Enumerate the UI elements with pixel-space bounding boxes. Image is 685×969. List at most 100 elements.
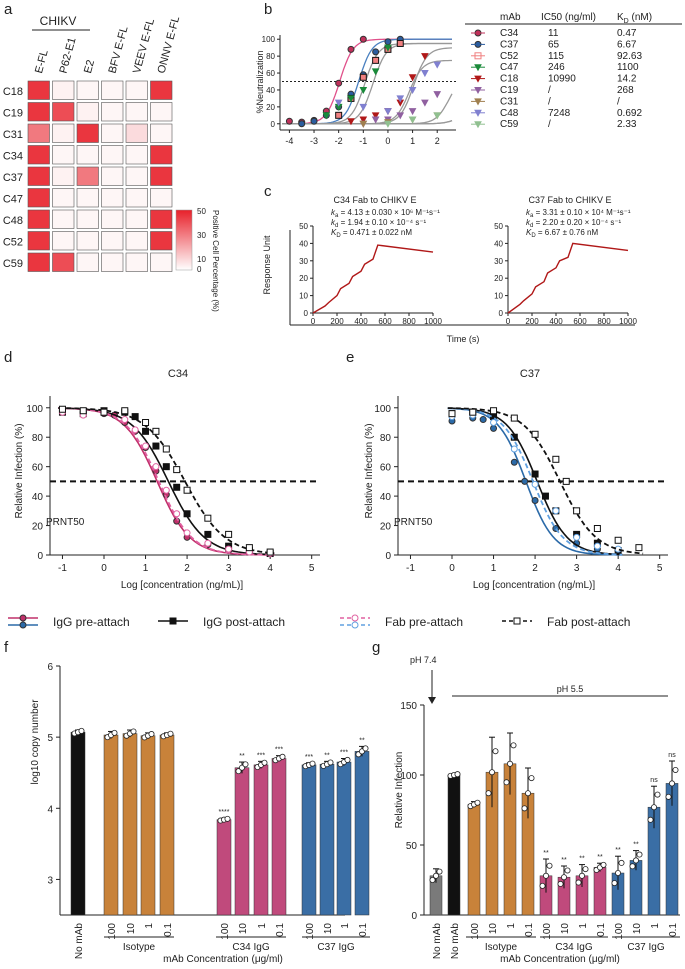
- dose-point: [204, 514, 212, 522]
- panel-a: a CHIKV E-FL P62-E1 E2 BFV E-FL VEEV E-FLONN…: [3, 1, 220, 312]
- replicate-dot: [561, 874, 568, 881]
- bar: [593, 867, 607, 916]
- sensorgram-y-tick-label: 30: [494, 257, 503, 266]
- replicate-dot: [633, 857, 640, 864]
- heatmap-cell: [125, 123, 148, 143]
- panel-b-x-tick-label: -3: [310, 136, 318, 146]
- dose-x-tick-label: 0: [101, 563, 107, 574]
- dose-x-tick-label: 0: [449, 563, 455, 574]
- dose-point: [173, 483, 181, 491]
- bar-category-label: 100: [107, 923, 118, 940]
- bar-category-label: 1: [506, 923, 517, 929]
- replicate-dot: [539, 882, 546, 889]
- panel-b-x-tick-label: 1: [410, 136, 415, 146]
- dose-y-tick-label: 20: [380, 522, 392, 533]
- significance-label: ***: [257, 752, 265, 759]
- heatmap-cell: [52, 145, 75, 165]
- bar-y-tick-label: 6: [47, 662, 53, 673]
- replicate-dot: [654, 791, 661, 798]
- panel-b-x-tick-label: -2: [335, 136, 343, 146]
- heatmap-cell: [150, 80, 173, 100]
- replicate-dot: [362, 745, 369, 752]
- panel-b-point-c48: [433, 61, 442, 69]
- heatmap-cell: [125, 188, 148, 208]
- heatmap-cell: [27, 209, 50, 229]
- table-ic50: 246: [548, 62, 565, 73]
- replicate-dot: [309, 760, 316, 767]
- dose-x-tick-label: 2: [532, 563, 538, 574]
- heatmap-cell: [52, 209, 75, 229]
- panel-b-point-c59: [433, 112, 442, 120]
- significance-label: **: [543, 850, 549, 857]
- bar-category-label: 100: [470, 923, 481, 940]
- kinetic-constant: KD = 0.471 ± 0.022 nM: [331, 228, 412, 239]
- bar: [336, 761, 352, 916]
- bar: [271, 758, 287, 916]
- replicate-dot: [148, 731, 155, 738]
- dose-x-tick-label: 4: [267, 563, 273, 574]
- replicate-dot: [235, 768, 242, 775]
- replicate-dot: [672, 766, 679, 773]
- heatmap-cell: [76, 166, 99, 186]
- group-label: C37 IgG: [627, 942, 664, 953]
- heatmap-cell: [76, 145, 99, 165]
- replicate-dot: [454, 771, 461, 778]
- panel-b-point-c48: [408, 86, 417, 94]
- dose-point: [183, 529, 191, 537]
- dose-point: [142, 442, 150, 450]
- panel-b-point-c34: [359, 35, 367, 43]
- dose-point: [521, 477, 529, 485]
- heatmap-cell: [101, 80, 124, 100]
- dose-point: [266, 548, 274, 556]
- panel-b-curve-c19: [282, 93, 453, 125]
- dose-curve: [58, 407, 275, 556]
- bar-category-label: 100: [220, 923, 231, 940]
- table-kd: 0.47: [617, 28, 637, 39]
- dose-point: [490, 424, 498, 432]
- replicate-dot: [600, 861, 607, 868]
- group-label: C37 IgG: [317, 942, 354, 953]
- legend-label: Fab pre-attach: [385, 615, 463, 629]
- sensorgram-x-tick-label: 600: [573, 317, 587, 326]
- panel-b-point-c47: [347, 95, 355, 103]
- replicate-dot: [111, 729, 118, 736]
- ph-7-4-label: pH 7.4: [410, 655, 437, 665]
- bar: [467, 804, 481, 916]
- panel-b-point-c47: [384, 44, 392, 52]
- dose-point: [531, 430, 539, 438]
- replicate-dot: [488, 769, 495, 776]
- sensorgram-x-tick-label: 0: [311, 317, 316, 326]
- kinetic-constant: kd = 2.20 ± 0.20 × 10⁻⁴ s⁻¹: [526, 218, 622, 229]
- bar-category-label: 0.1: [524, 923, 535, 937]
- dose-point: [183, 510, 191, 518]
- panel-b-point-c18: [408, 74, 417, 82]
- dose-point: [479, 416, 487, 424]
- dose-point: [152, 427, 160, 435]
- kinetic-constant: ka = 3.31 ± 0.10 × 10⁴ M⁻¹s⁻¹: [526, 208, 631, 219]
- panel-b-point-c37: [298, 120, 306, 128]
- dose-point: [131, 426, 139, 434]
- dose-x-tick-label: 3: [226, 563, 232, 574]
- heatmap-cell: [52, 80, 75, 100]
- significance-label: **: [615, 847, 621, 854]
- sensorgram-y-tick-label: 40: [299, 239, 308, 248]
- sensorgram-x-tick-label: 800: [402, 317, 416, 326]
- panel-b-point-c18: [347, 118, 355, 126]
- significance-label: ns: [650, 777, 658, 784]
- sensorgram-x-tick-label: 200: [525, 317, 539, 326]
- heatmap-cell: [52, 231, 75, 251]
- heatmap-column-label: P62-E1: [58, 36, 79, 75]
- heatmap-row-label: C37: [3, 172, 23, 184]
- replicate-dot: [647, 816, 654, 823]
- heatmap-column-label: E-FL: [33, 49, 51, 75]
- panel-b-point-c47: [371, 68, 380, 76]
- heatmap-cell: [125, 209, 148, 229]
- panel-b-x-tick-label: 0: [385, 136, 390, 146]
- table-ic50: /: [548, 96, 551, 107]
- heatmap-cell: [150, 166, 173, 186]
- heatmap-cell: [125, 102, 148, 122]
- heatmap-cell: [27, 166, 50, 186]
- heatmap-cell: [27, 123, 50, 143]
- panel-b-point-c48: [421, 70, 429, 78]
- panel-b-point-c34: [347, 45, 355, 53]
